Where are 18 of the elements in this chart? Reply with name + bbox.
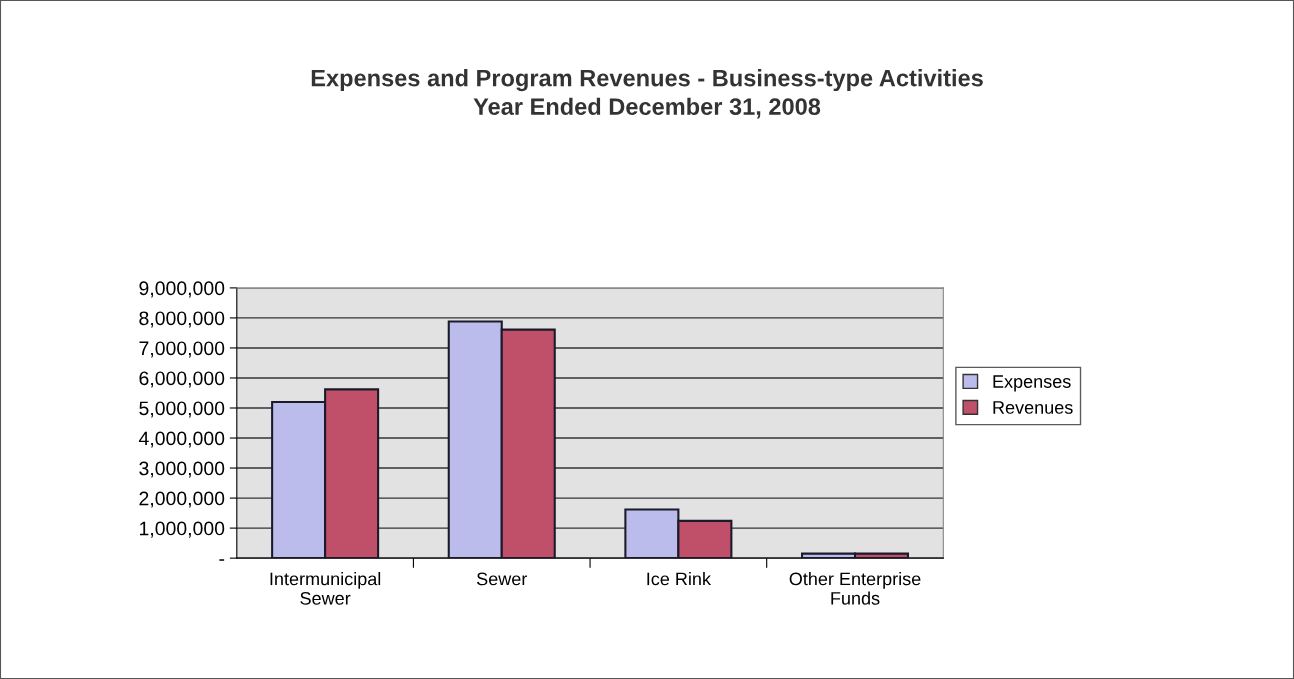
- y-tick-label: 9,000,000: [139, 281, 225, 298]
- y-tick-label: 8,000,000: [139, 311, 225, 328]
- chart-title: Expenses and Program Revenues - Business-type Activities: [311, 69, 983, 92]
- legend-label: Revenues: [993, 401, 1073, 414]
- legend-label: Expenses: [993, 375, 1071, 392]
- chart-subtitle: Year Ended December 31, 2008: [473, 97, 821, 119]
- y-tick-label: 4,000,000: [138, 431, 225, 448]
- y-tick-label: 5,000,000: [139, 401, 225, 418]
- x-tick-label: Ice Rink: [647, 572, 712, 586]
- x-tick-label: Intermunicipal Sewer: [270, 572, 381, 605]
- y-tick-label: 1,000,000: [139, 521, 225, 538]
- y-tick-label: 6,000,000: [139, 371, 225, 388]
- y-tick-label: 7,000,000: [139, 341, 225, 358]
- x-tick-label: Other Enterprise Funds: [789, 572, 921, 605]
- x-tick-label: Sewer: [476, 572, 528, 586]
- y-tick-label: 3,000,000: [139, 461, 225, 478]
- y-tick-label: -: [219, 559, 225, 561]
- y-tick-label: 2,000,000: [139, 491, 225, 508]
